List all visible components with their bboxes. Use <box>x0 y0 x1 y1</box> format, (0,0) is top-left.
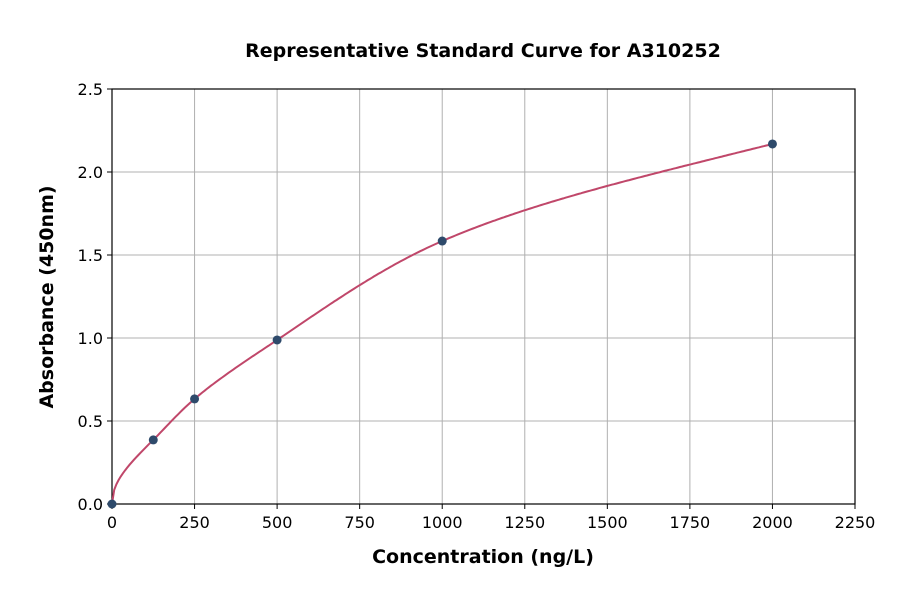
data-point <box>767 139 777 149</box>
x-tick-label: 0 <box>107 513 117 532</box>
data-point <box>107 499 117 509</box>
data-point <box>190 394 200 404</box>
y-tick-label: 2.0 <box>78 163 103 182</box>
x-tick-label: 1750 <box>670 513 711 532</box>
x-tick-label: 2000 <box>752 513 793 532</box>
x-tick-label: 750 <box>344 513 375 532</box>
x-tick-label: 1500 <box>587 513 628 532</box>
chart-title: Representative Standard Curve for A31025… <box>245 40 721 62</box>
y-tick-label: 2.5 <box>78 80 103 99</box>
plot-frame <box>111 88 856 505</box>
x-tick-label: 1250 <box>504 513 545 532</box>
y-tick-label: 1.0 <box>78 329 103 348</box>
data-point <box>272 335 282 345</box>
x-tick-label: 500 <box>262 513 293 532</box>
y-axis-label: Absorbance (450nm) <box>36 185 58 408</box>
x-tick-label: 250 <box>179 513 210 532</box>
y-tick-label: 1.5 <box>78 246 103 265</box>
x-tick-label: 1000 <box>422 513 463 532</box>
x-tick-label: 2250 <box>835 513 876 532</box>
y-tick-label: 0.5 <box>78 412 103 431</box>
data-point <box>148 435 158 445</box>
x-axis-label: Concentration (ng/L) <box>372 546 594 568</box>
y-tick-label: 0.0 <box>78 495 103 514</box>
data-point <box>437 236 447 246</box>
